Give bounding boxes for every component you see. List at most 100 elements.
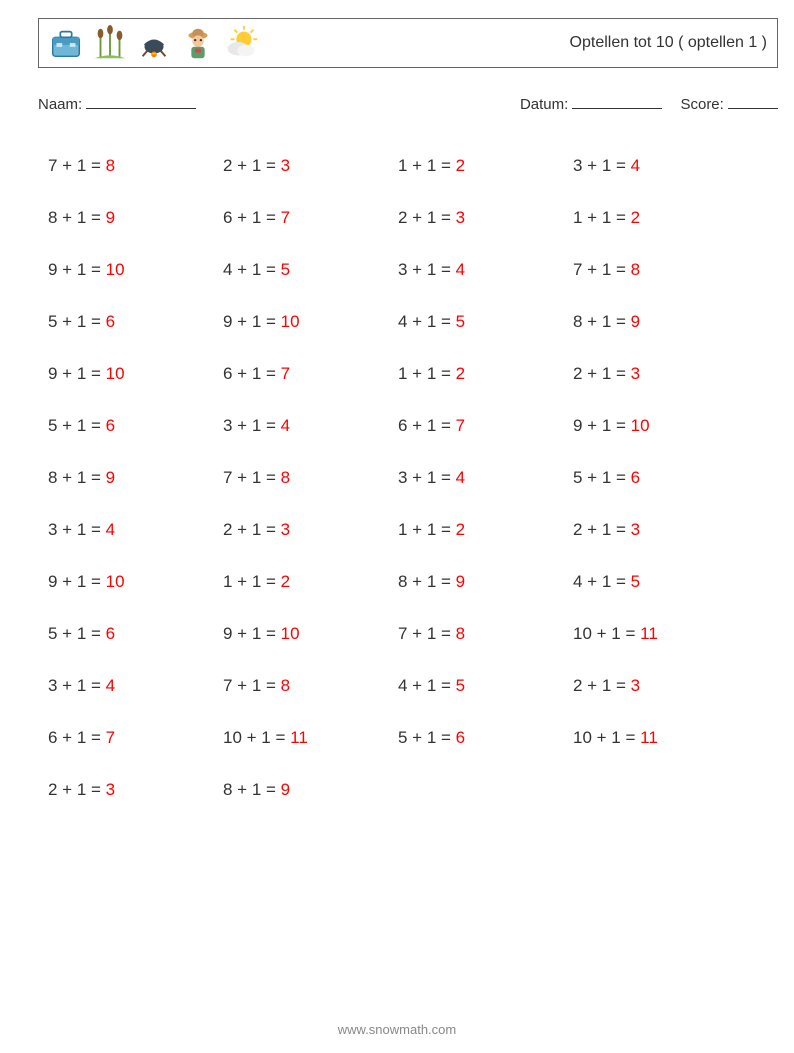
problem-expression: 6 + 1 = (223, 208, 281, 228)
bag-icon (47, 24, 85, 62)
problem-expression: 1 + 1 = (573, 208, 631, 228)
problem-item: 3 + 1 = 4 (223, 400, 398, 452)
problem-answer: 4 (106, 520, 115, 540)
header-icons (47, 24, 261, 62)
problem-item: 6 + 1 = 7 (223, 348, 398, 400)
problem-item: 2 + 1 = 3 (48, 764, 223, 816)
problem-answer: 8 (456, 624, 465, 644)
problem-item: 10 + 1 = 11 (573, 712, 748, 764)
problem-expression: 5 + 1 = (48, 312, 106, 332)
problem-item: 4 + 1 = 5 (223, 244, 398, 296)
problem-answer: 7 (106, 728, 115, 748)
problem-answer: 8 (281, 468, 290, 488)
problem-answer: 9 (106, 208, 115, 228)
problem-item: 10 + 1 = 11 (573, 608, 748, 660)
problem-item: 9 + 1 = 10 (48, 556, 223, 608)
problem-item: 3 + 1 = 4 (398, 452, 573, 504)
problems-grid: 7 + 1 = 82 + 1 = 31 + 1 = 23 + 1 = 48 + … (48, 140, 748, 816)
score-blank (728, 94, 778, 109)
problem-expression: 3 + 1 = (573, 156, 631, 176)
score-field: Score: (680, 94, 778, 113)
problem-expression: 4 + 1 = (398, 676, 456, 696)
pot-icon (135, 24, 173, 62)
date-field: Datum: (520, 94, 663, 113)
problem-expression: 7 + 1 = (398, 624, 456, 644)
problem-expression: 1 + 1 = (223, 572, 281, 592)
problem-answer: 2 (456, 156, 465, 176)
problem-expression: 2 + 1 = (223, 156, 281, 176)
problem-answer: 9 (281, 780, 290, 800)
problem-item: 9 + 1 = 10 (573, 400, 748, 452)
name-field: Naam: (38, 94, 196, 113)
problem-expression: 5 + 1 = (48, 416, 106, 436)
problem-item: 5 + 1 = 6 (573, 452, 748, 504)
problem-expression: 6 + 1 = (48, 728, 106, 748)
problem-item: 6 + 1 = 7 (398, 400, 573, 452)
problem-expression: 2 + 1 = (48, 780, 106, 800)
problem-expression: 9 + 1 = (223, 312, 281, 332)
problem-answer: 4 (631, 156, 640, 176)
problem-expression: 3 + 1 = (48, 520, 106, 540)
problem-expression: 8 + 1 = (573, 312, 631, 332)
problem-answer: 4 (456, 260, 465, 280)
sun-icon (223, 24, 261, 62)
problem-expression: 2 + 1 = (398, 208, 456, 228)
problem-item: 8 + 1 = 9 (573, 296, 748, 348)
problem-expression: 1 + 1 = (398, 364, 456, 384)
problem-expression: 6 + 1 = (223, 364, 281, 384)
problem-expression: 9 + 1 = (223, 624, 281, 644)
problem-answer: 6 (631, 468, 640, 488)
problem-answer: 9 (106, 468, 115, 488)
problem-item: 3 + 1 = 4 (48, 504, 223, 556)
problem-expression: 7 + 1 = (48, 156, 106, 176)
problem-answer: 9 (631, 312, 640, 332)
problem-item: 2 + 1 = 3 (573, 504, 748, 556)
problem-item: 1 + 1 = 2 (398, 140, 573, 192)
problem-expression: 3 + 1 = (398, 468, 456, 488)
problem-answer: 3 (281, 520, 290, 540)
date-label: Datum: (520, 96, 568, 113)
problem-expression: 5 + 1 = (48, 624, 106, 644)
problem-item: 6 + 1 = 7 (48, 712, 223, 764)
problem-answer: 3 (631, 364, 640, 384)
problem-expression: 9 + 1 = (48, 260, 106, 280)
problem-item: 5 + 1 = 6 (48, 608, 223, 660)
header-box: Optellen tot 10 ( optellen 1 ) (38, 18, 778, 68)
reeds-icon (91, 24, 129, 62)
problem-expression: 9 + 1 = (573, 416, 631, 436)
problem-item: 2 + 1 = 3 (223, 140, 398, 192)
problem-expression: 3 + 1 = (223, 416, 281, 436)
problem-item: 5 + 1 = 6 (48, 400, 223, 452)
problem-expression: 10 + 1 = (573, 728, 640, 748)
problem-answer: 8 (631, 260, 640, 280)
problem-expression: 1 + 1 = (398, 156, 456, 176)
problem-answer: 6 (106, 312, 115, 332)
problem-item: 9 + 1 = 10 (48, 244, 223, 296)
problem-item: 6 + 1 = 7 (223, 192, 398, 244)
problem-item: 7 + 1 = 8 (573, 244, 748, 296)
problem-expression: 4 + 1 = (398, 312, 456, 332)
problem-item: 5 + 1 = 6 (48, 296, 223, 348)
name-label: Naam: (38, 96, 82, 113)
problem-expression: 10 + 1 = (573, 624, 640, 644)
problem-answer: 10 (281, 312, 300, 332)
problem-item: 2 + 1 = 3 (573, 660, 748, 712)
problem-expression: 2 + 1 = (223, 520, 281, 540)
problem-expression: 8 + 1 = (48, 208, 106, 228)
info-row: Naam: Datum: Score: (38, 94, 778, 113)
problem-answer: 10 (106, 572, 125, 592)
problem-item: 2 + 1 = 3 (573, 348, 748, 400)
problem-answer: 7 (281, 208, 290, 228)
problem-item: 4 + 1 = 5 (398, 296, 573, 348)
problem-answer: 3 (631, 676, 640, 696)
explorer-icon (179, 24, 217, 62)
problem-expression: 2 + 1 = (573, 676, 631, 696)
problem-answer: 3 (106, 780, 115, 800)
problem-expression: 3 + 1 = (48, 676, 106, 696)
problem-answer: 2 (456, 520, 465, 540)
problem-expression: 3 + 1 = (398, 260, 456, 280)
problem-expression: 2 + 1 = (573, 520, 631, 540)
problem-expression: 7 + 1 = (573, 260, 631, 280)
problem-expression: 7 + 1 = (223, 468, 281, 488)
worksheet-title: Optellen tot 10 ( optellen 1 ) (570, 34, 767, 52)
